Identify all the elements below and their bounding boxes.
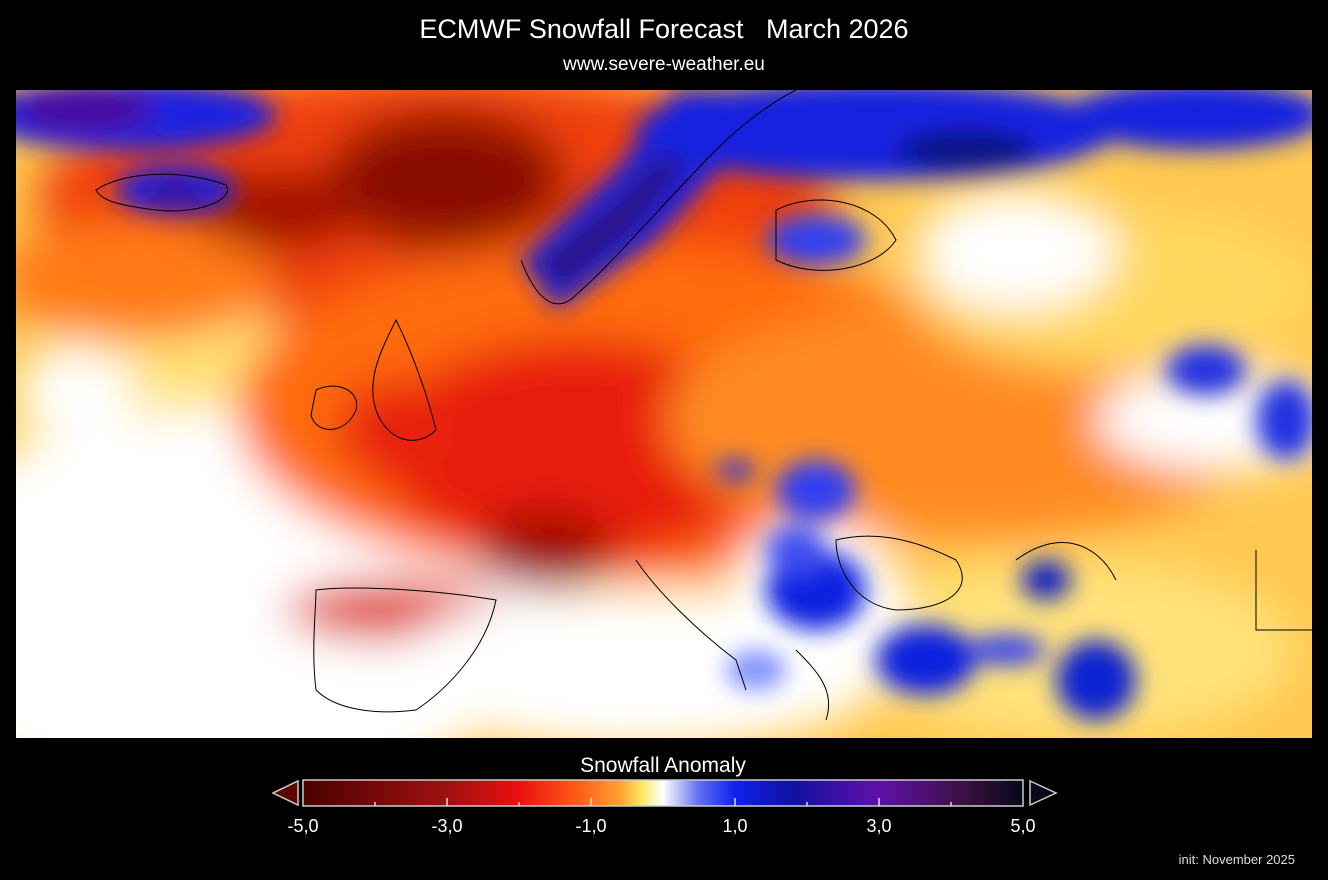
snowfall-anomaly-map — [16, 90, 1312, 738]
colorbar-label: -1,0 — [575, 816, 607, 836]
anomaly-field — [16, 90, 1312, 738]
colorbar-label: 1,0 — [722, 816, 748, 836]
colorbar-gradient — [302, 779, 1024, 807]
source-url: www.severe-weather.eu — [563, 54, 765, 75]
colorbar-label: -3,0 — [431, 816, 463, 836]
colorbar-title: Snowfall Anomaly — [580, 754, 746, 777]
colorbar — [272, 779, 1058, 807]
colorbar-extend-low — [272, 779, 299, 807]
coastlines — [95, 90, 1312, 721]
colorbar-extend-high — [1029, 779, 1058, 807]
colorbar-label: 5,0 — [1010, 816, 1036, 836]
chart-title: ECMWF Snowfall Forecast March 2026 — [419, 14, 909, 44]
colorbar-label: -5,0 — [287, 816, 319, 836]
colorbar-label: 3,0 — [866, 816, 892, 836]
init-date: init: November 2025 — [1178, 852, 1295, 867]
